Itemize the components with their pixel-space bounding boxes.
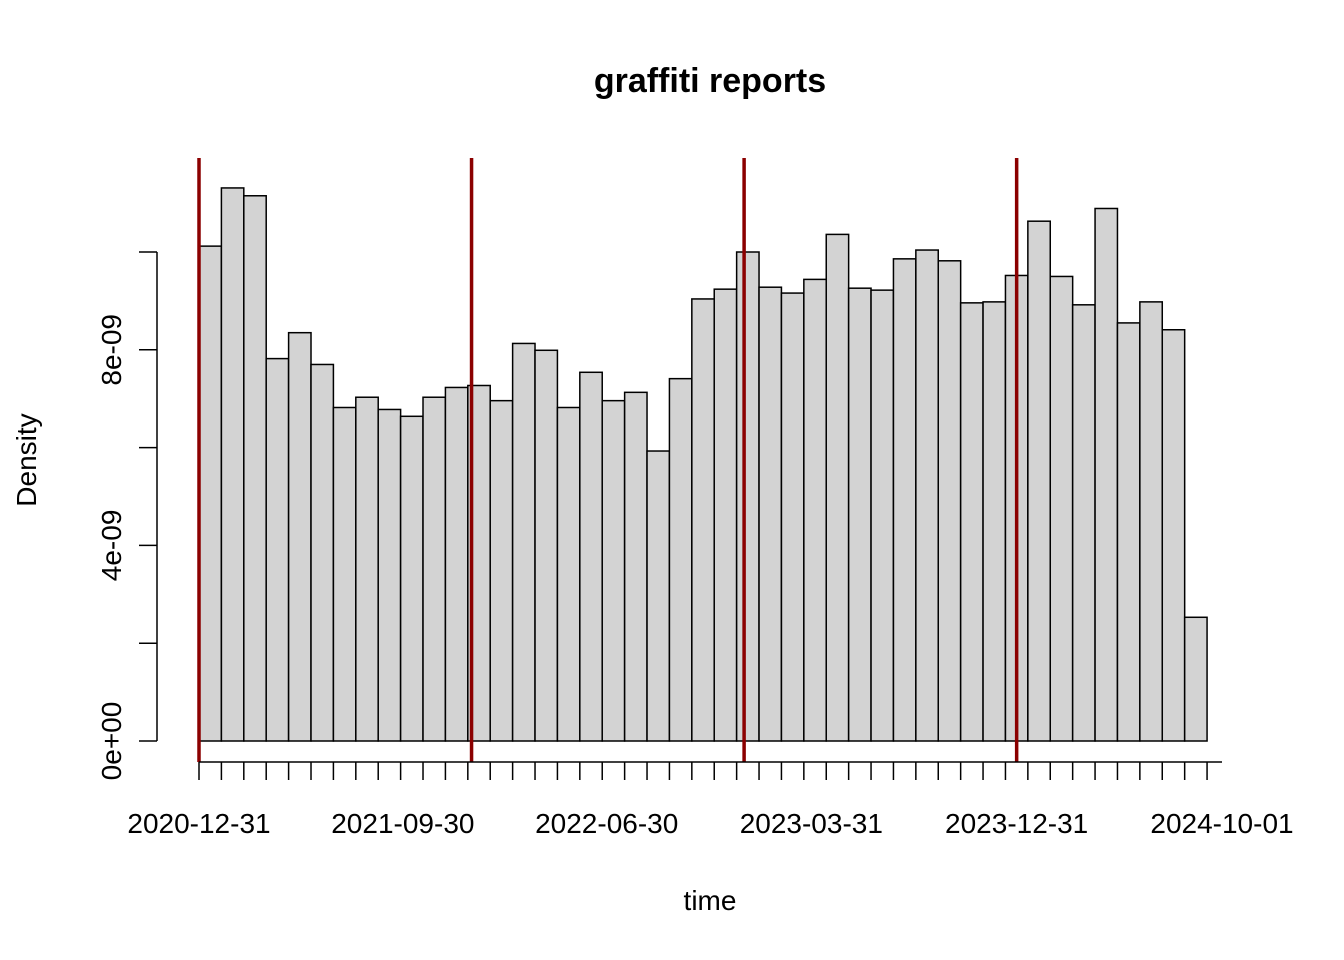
histogram-bar bbox=[399, 415, 424, 742]
histogram-bar bbox=[713, 288, 738, 742]
histogram-bar bbox=[870, 289, 895, 742]
histogram-bar bbox=[601, 399, 626, 742]
histogram-bar bbox=[265, 357, 290, 742]
histogram-bar bbox=[355, 396, 379, 742]
histogram-bar bbox=[623, 391, 648, 742]
histogram-bar bbox=[310, 363, 335, 742]
y-axis: 0e+00 4e-09 8e-09 bbox=[96, 251, 158, 781]
x-tick-label: 2020-12-31 bbox=[127, 808, 270, 839]
histogram-bar bbox=[735, 251, 760, 742]
y-tick-label: 4e-09 bbox=[96, 510, 127, 582]
histogram-bar bbox=[287, 331, 312, 742]
chart-title: graffiti reports bbox=[594, 62, 826, 100]
histogram-bar bbox=[198, 245, 223, 742]
histogram-bar bbox=[825, 233, 850, 742]
histogram-bar bbox=[847, 287, 872, 742]
histogram-bar bbox=[982, 301, 1007, 742]
x-axis-label: time bbox=[684, 885, 737, 916]
histogram-bar bbox=[803, 278, 827, 742]
histogram-bar bbox=[511, 342, 536, 742]
histogram-bar bbox=[892, 258, 917, 742]
histogram-bar bbox=[937, 260, 962, 742]
histogram-bar bbox=[758, 286, 783, 742]
histogram-bar bbox=[1139, 301, 1164, 742]
histogram-bar bbox=[332, 406, 357, 742]
histogram-bar bbox=[691, 298, 715, 742]
histogram-bar bbox=[243, 195, 267, 742]
histogram-bar bbox=[1094, 207, 1119, 742]
reference-lines-group bbox=[197, 158, 1019, 762]
histogram-bar bbox=[444, 386, 469, 742]
histogram-bar bbox=[377, 408, 402, 742]
histogram-bar bbox=[915, 249, 939, 742]
histogram-bar bbox=[646, 450, 671, 742]
x-tick-label: 2022-06-30 bbox=[535, 808, 678, 839]
histogram-bar bbox=[489, 399, 514, 742]
x-tick-label: 2021-09-30 bbox=[331, 808, 474, 839]
x-tick-label: 2023-03-31 bbox=[740, 808, 883, 839]
y-axis-label: Density bbox=[11, 413, 42, 506]
histogram-bar bbox=[556, 406, 581, 742]
histogram-bar bbox=[220, 187, 245, 742]
y-tick-label: 0e+00 bbox=[96, 702, 127, 781]
histogram-bar bbox=[668, 377, 693, 742]
histogram-bar bbox=[422, 396, 447, 742]
histogram-bar bbox=[780, 292, 805, 742]
x-tick-label: 2023-12-31 bbox=[945, 808, 1088, 839]
x-tick-label: 2024-10-01 bbox=[1150, 808, 1293, 839]
histogram-bar bbox=[1161, 329, 1186, 742]
y-tick-label: 8e-09 bbox=[96, 314, 127, 386]
histogram-bar bbox=[1049, 275, 1074, 742]
histogram-bar bbox=[579, 371, 603, 742]
histogram-bar bbox=[1071, 304, 1096, 742]
x-axis: 2020-12-31 2021-09-30 2022-06-30 2023-03-31… bbox=[127, 761, 1294, 839]
bars-group bbox=[198, 187, 1208, 742]
histogram-bar bbox=[1183, 616, 1208, 742]
histogram-bar bbox=[959, 302, 984, 742]
histogram-bar bbox=[534, 349, 559, 742]
histogram-bar bbox=[1116, 322, 1141, 742]
histogram-bar bbox=[1027, 220, 1052, 742]
